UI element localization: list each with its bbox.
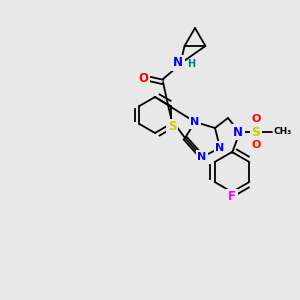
Text: O: O [138, 71, 148, 85]
Text: N: N [173, 56, 183, 70]
Text: H: H [187, 59, 195, 69]
Text: S: S [251, 125, 260, 139]
Text: CH₃: CH₃ [274, 128, 292, 136]
Text: N: N [233, 125, 243, 139]
Text: F: F [228, 190, 236, 203]
Text: N: N [190, 117, 200, 127]
Text: N: N [215, 143, 225, 153]
Text: O: O [251, 140, 261, 150]
Text: O: O [251, 114, 261, 124]
Text: S: S [168, 121, 176, 134]
Text: N: N [197, 152, 207, 162]
